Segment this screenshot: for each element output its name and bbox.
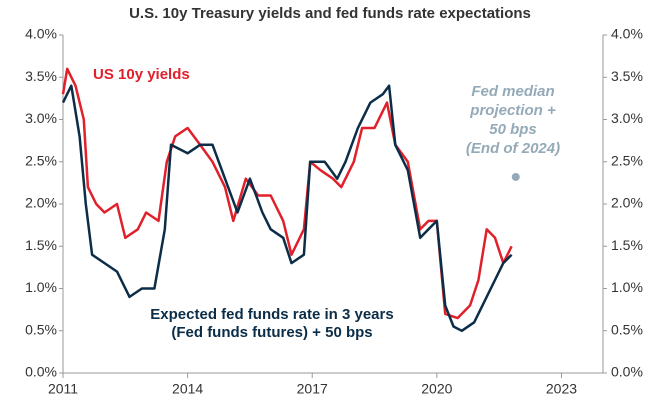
y-tick-label: 0.0% [25,364,57,380]
series-line [61,84,513,333]
x-tick-label: 2017 [297,381,328,397]
y2-tick-label: 1.0% [611,279,643,295]
y-tick-label: 2.5% [25,152,57,168]
y-tick-label: 3.5% [25,68,57,84]
x-tick-label: 2011 [48,381,78,397]
y2-tick-label: 1.5% [611,237,643,253]
y-tick-label: 2.0% [25,195,57,211]
y2-tick-label: 2.0% [611,195,643,211]
y2-tick-label: 4.0% [611,26,643,42]
annotation: projection + [469,102,556,119]
y2-tick-label: 0.0% [611,364,643,380]
annotation: (End of 2024) [466,140,560,157]
y2-tick-label: 3.5% [611,68,643,84]
y2-tick-label: 2.5% [611,152,643,168]
x-tick-label: 2020 [421,381,452,397]
y-tick-label: 0.5% [25,321,57,337]
annotation: Expected fed funds rate in 3 years [150,306,393,323]
chart-title: U.S. 10y Treasury yields and fed funds r… [129,5,531,22]
x-tick-label: 2014 [172,381,203,397]
y-tick-label: 1.0% [25,279,57,295]
y2-tick-label: 0.5% [611,321,643,337]
annotation: 50 bps [489,121,537,138]
y-tick-label: 1.5% [25,237,57,253]
x-tick-label: 2023 [546,381,577,397]
annotation: (Fed funds futures) + 50 bps [171,324,372,341]
series-line [61,67,513,320]
y2-tick-label: 3.0% [611,110,643,126]
y-tick-label: 4.0% [25,26,57,42]
y-tick-label: 3.0% [25,110,57,126]
projection-point [511,172,520,181]
annotation: US 10y yields [93,66,190,83]
annotation: Fed median [471,83,554,100]
